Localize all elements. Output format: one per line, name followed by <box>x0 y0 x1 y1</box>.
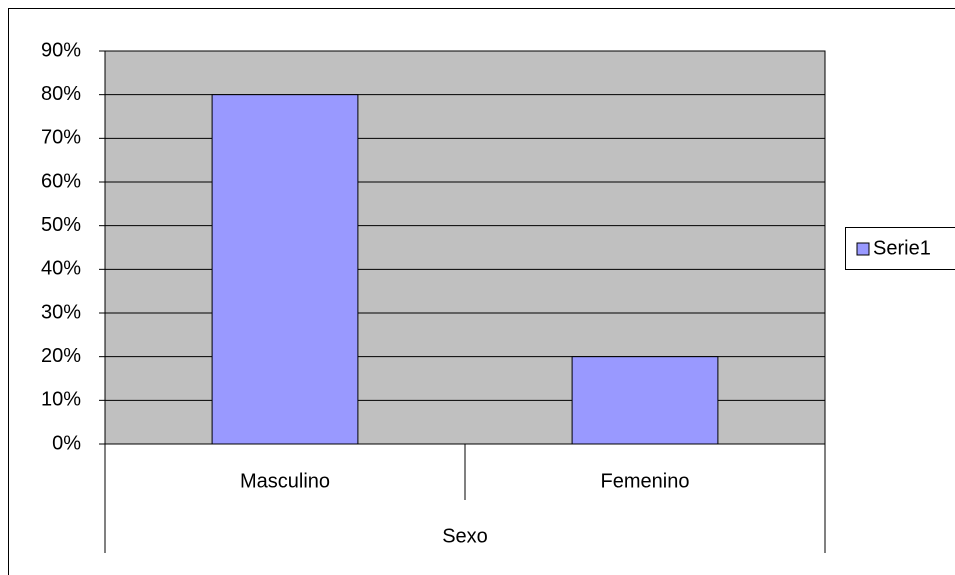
x-tick-label: Femenino <box>601 470 690 492</box>
bar <box>571 356 719 445</box>
y-tick-label: 90% <box>41 39 81 61</box>
y-tick-label: 60% <box>41 170 81 192</box>
x-tick-label: Masculino <box>240 470 330 492</box>
y-tick-label: 40% <box>41 258 81 280</box>
y-tick-label: 70% <box>41 127 81 149</box>
y-tick-label: 80% <box>41 83 81 105</box>
y-tick-label: 20% <box>41 345 81 367</box>
legend-swatch <box>856 242 870 256</box>
y-tick-label: 30% <box>41 301 81 323</box>
y-tick-label: 0% <box>52 432 81 454</box>
chart-frame <box>8 8 955 575</box>
x-axis-title: Sexo <box>442 525 488 547</box>
legend-label: Serie1 <box>873 237 931 259</box>
y-tick-label: 10% <box>41 389 81 411</box>
y-tick-label: 50% <box>41 214 81 236</box>
bar <box>211 94 359 445</box>
